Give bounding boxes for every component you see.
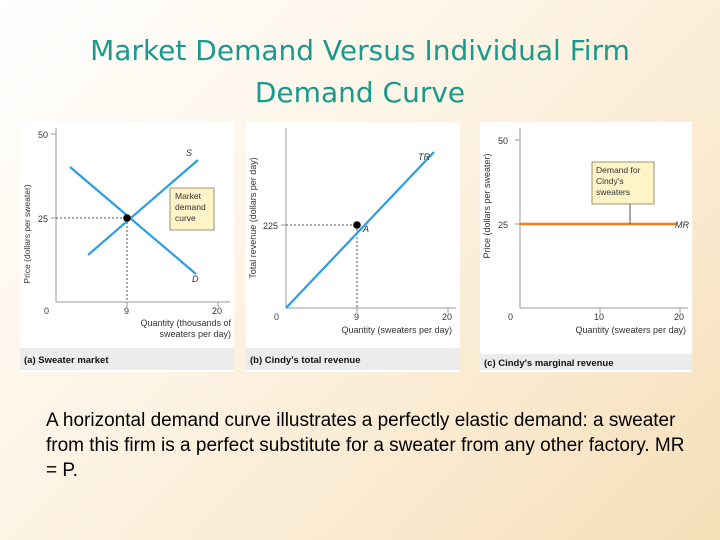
- slide-title: Market Demand Versus Individual Firm Dem…: [0, 30, 720, 114]
- point-a-label: A: [362, 224, 369, 234]
- equilibrium-point: [123, 214, 131, 222]
- total-revenue-line: [285, 151, 435, 309]
- xtick-label-20: 20: [674, 312, 684, 322]
- demand-curve: [69, 166, 197, 275]
- y-axis-label: Price (dollars per sweater): [482, 153, 492, 258]
- panel-marginal-revenue: 50 25 0 10 20 Price (dollars per sweater…: [480, 122, 692, 372]
- panel-total-revenue: 225 0 9 20 Total revenue (dollars per da…: [246, 122, 460, 372]
- demand-label: D: [192, 274, 199, 284]
- xtick-label-0: 0: [508, 312, 513, 322]
- mr-label: MR: [675, 220, 689, 230]
- total-revenue-chart: 225 0 9 20 Total revenue (dollars per da…: [246, 128, 460, 370]
- y-axis-label: Price (dollars per sweater): [22, 184, 32, 283]
- demand-box-label-1: Demand for: [596, 165, 641, 175]
- demand-box-label-3: sweaters: [596, 187, 630, 197]
- market-demand-label-3: curve: [175, 213, 196, 223]
- ytick-label-225: 225: [263, 221, 278, 231]
- xtick-label-9: 9: [354, 312, 359, 322]
- panel-c-caption: (c) Cindy's marginal revenue: [484, 358, 614, 369]
- tr-label: TR: [418, 152, 430, 162]
- xtick-label-20: 20: [442, 312, 452, 322]
- x-axis-label: Quantity (sweaters per day): [575, 325, 686, 335]
- panel-sweater-market: 50 25 0 9 20 Price (dollars per sweater)…: [20, 122, 234, 372]
- ytick-label-25: 25: [38, 214, 48, 224]
- x-axis-label: Quantity (sweaters per day): [341, 325, 452, 335]
- xtick-label-10: 10: [594, 312, 604, 322]
- ytick-label-50: 50: [498, 136, 508, 146]
- demand-for-cindys-box: [591, 161, 655, 205]
- xtick-label-9: 9: [124, 306, 129, 316]
- xtick-label-20: 20: [212, 306, 222, 316]
- panel-a-caption: (a) Sweater market: [24, 355, 109, 366]
- demand-box-label-2: Cindy's: [596, 176, 624, 186]
- supply-label: S: [186, 148, 192, 158]
- y-axis-label: Total revenue (dollars per day): [248, 157, 258, 279]
- market-demand-label-2: demand: [175, 202, 206, 212]
- sweater-market-chart: 50 25 0 9 20 Price (dollars per sweater)…: [20, 128, 234, 370]
- panel-b-caption: (b) Cindy’s total revenue: [250, 355, 361, 366]
- title-line-1: Market Demand Versus Individual Firm: [90, 34, 630, 67]
- caption-bar: [480, 354, 692, 370]
- market-demand-label-1: Market: [175, 191, 202, 201]
- ytick-label-50: 50: [38, 130, 48, 140]
- x-axis-label-line2: sweaters per day): [159, 329, 231, 339]
- xtick-label-0: 0: [44, 306, 49, 316]
- point-a: [353, 221, 361, 229]
- slide-body-text: A horizontal demand curve illustrates a …: [46, 410, 685, 481]
- caption-bar: [246, 348, 460, 370]
- supply-curve: [87, 159, 199, 256]
- title-line-2: Demand Curve: [254, 76, 466, 109]
- market-demand-box: [169, 187, 215, 231]
- xtick-label-0: 0: [274, 312, 279, 322]
- ytick-label-25: 25: [498, 220, 508, 230]
- x-axis-label-line1: Quantity (thousands of: [140, 318, 231, 328]
- caption-bar: [20, 348, 234, 370]
- marginal-revenue-chart: 50 25 0 10 20 Price (dollars per sweater…: [480, 128, 692, 370]
